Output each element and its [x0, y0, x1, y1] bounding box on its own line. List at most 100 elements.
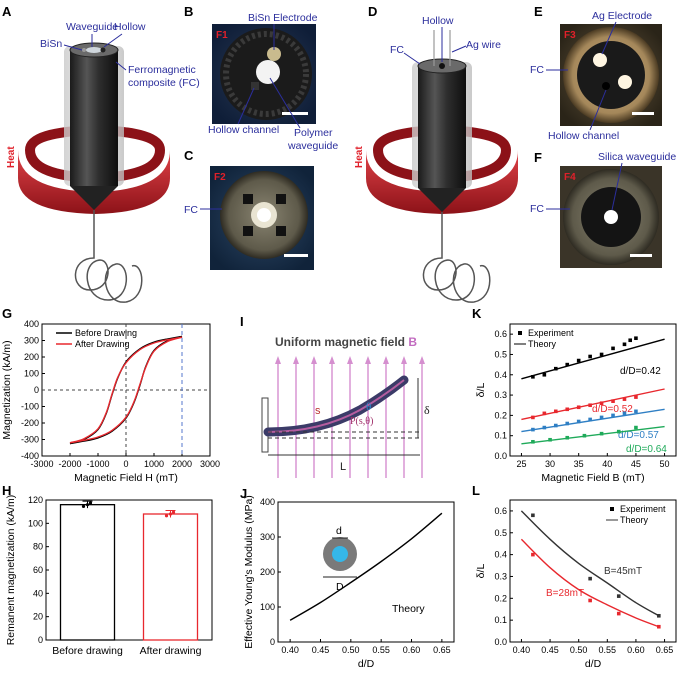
exp-point-3-3 [582, 433, 587, 438]
exp-point-1-1 [542, 411, 547, 416]
bar-category-1: After drawing [140, 645, 202, 657]
label-delta: δ [424, 403, 430, 417]
label-polymer-b-1: Polymer [294, 127, 333, 139]
exp-point-1-0 [531, 415, 535, 420]
exp-point-2-6 [599, 415, 604, 420]
series-label-0: B=45mT [604, 566, 642, 577]
label-fc-c: FC [184, 204, 198, 216]
y-tick-label: -200 [21, 418, 39, 428]
theory-curve-0 [520, 510, 660, 617]
exp-point-3-1 [548, 437, 552, 442]
preform-body [70, 50, 118, 186]
y-tick-label: 0.5 [494, 528, 507, 538]
x-tick-label: -2000 [58, 459, 81, 469]
field-arrow-7 [401, 356, 407, 364]
exp-point-2-4 [576, 419, 581, 424]
field-arrow-3 [329, 356, 335, 364]
legend-marker-experiment-k [518, 331, 522, 335]
x-tick-label: 45 [631, 459, 641, 469]
panel-letter-b: B [184, 4, 193, 19]
exp-point-1-1 [588, 598, 592, 603]
field-arrow-6 [383, 356, 389, 364]
exp-point-1-6 [599, 401, 604, 405]
scale-bar-f3 [632, 112, 654, 115]
label-polymer-b-2: waveguide [287, 140, 338, 152]
hollow-channel-f2-1 [243, 194, 253, 204]
exp-point-2-9 [634, 409, 638, 414]
hollow-dot [100, 47, 106, 53]
x-tick-label: 0.55 [372, 645, 390, 655]
exp-point-0-5 [588, 354, 592, 359]
inset-label-D: D [336, 581, 344, 593]
field-arrow-5 [365, 356, 371, 364]
y-tick-label: 0.0 [494, 451, 507, 461]
exp-point-1-9 [634, 395, 638, 399]
tag-f4: F4 [564, 172, 576, 183]
label-bisn-a: BiSn [40, 38, 62, 50]
plot-frame [509, 499, 677, 643]
panel-d: D Hollow FC Ag wire Heat [354, 4, 518, 303]
heater-ring-front [18, 150, 170, 214]
y-tick-label: 300 [24, 336, 39, 346]
bar-0 [59, 504, 116, 641]
x-tick-label: 40 [602, 459, 612, 469]
label-heat-d: Heat [354, 146, 365, 168]
fc-texture-f1 [223, 31, 309, 117]
exp-point-3-4 [599, 431, 604, 436]
y-tick-label: 0.6 [494, 329, 507, 339]
panel-b: B F1 BiSn Electrode Hollow channel Polym… [184, 4, 338, 152]
y-tick-label: 0.2 [494, 593, 507, 603]
chart-k: 25 30 35 40 45 50 0.0 0.1 0.2 0.3 0.4 0.5 0.6 Magneti… [475, 323, 677, 484]
heater-ring-front-d [366, 150, 518, 214]
exp-point-0-9 [628, 338, 633, 343]
y-tick-label: 0.5 [494, 349, 507, 359]
hollow-channel-f2-2 [276, 194, 286, 204]
legend-label-experiment-l: Experiment [620, 504, 666, 514]
exp-point-0-10 [634, 336, 638, 341]
drawn-fiber-coil [74, 210, 143, 303]
series-label-1: B=28mT [546, 588, 584, 599]
label-fc-a-2: composite (FC) [128, 77, 200, 89]
x-tick-label: 0.60 [403, 645, 421, 655]
legend-label-theory-l: Theory [620, 515, 649, 525]
label-hollow-channel-e: Hollow channel [548, 130, 619, 142]
pointer-hollow-a [103, 33, 123, 48]
x-axis-label: d/D [585, 658, 602, 670]
field-arrow-4 [347, 356, 353, 364]
bar-point-1-1 [168, 512, 173, 516]
panel-letter-e: E [534, 4, 543, 19]
hysteresis-upper-1 [69, 336, 183, 444]
bar-point-0-1 [85, 503, 90, 507]
exp-point-2-3 [565, 421, 570, 426]
label-fc-e: FC [530, 64, 544, 76]
exp-point-2-1 [542, 425, 547, 430]
panel-letter-i: I [240, 314, 244, 329]
hollow-dot-d [439, 63, 445, 69]
exp-point-1-7 [611, 399, 615, 403]
exp-point-2-0 [531, 427, 535, 432]
exp-point-2-7 [611, 413, 615, 418]
x-tick-label: 3000 [200, 459, 220, 469]
core-f2 [257, 208, 271, 222]
y-tick-label: 0.3 [494, 390, 507, 400]
y-tick-label: 0.1 [494, 431, 507, 441]
exp-point-0-3 [565, 362, 570, 367]
y-tick-label: -400 [21, 451, 39, 461]
scale-bar-f1 [282, 112, 308, 115]
exp-point-0-0 [531, 513, 535, 518]
tag-f2: F2 [214, 172, 226, 183]
tag-f1: F1 [216, 30, 228, 41]
bar-point-0-2 [88, 501, 93, 505]
hollow-channel-f2-4 [276, 226, 286, 236]
exp-point-1-2 [616, 611, 621, 616]
y-tick-label: 60 [33, 565, 43, 575]
x-tick-label: 0.45 [312, 645, 330, 655]
y-tick-label: 0.3 [494, 571, 507, 581]
panel-c: C F2 FC [184, 148, 314, 270]
x-tick-label: -3000 [30, 459, 53, 469]
tag-f3: F3 [564, 30, 576, 41]
label-ag-electrode-e: Ag Electrode [592, 10, 652, 22]
series-label-3: d/D=0.64 [626, 444, 667, 455]
legend-label-theory-k: Theory [528, 339, 557, 349]
